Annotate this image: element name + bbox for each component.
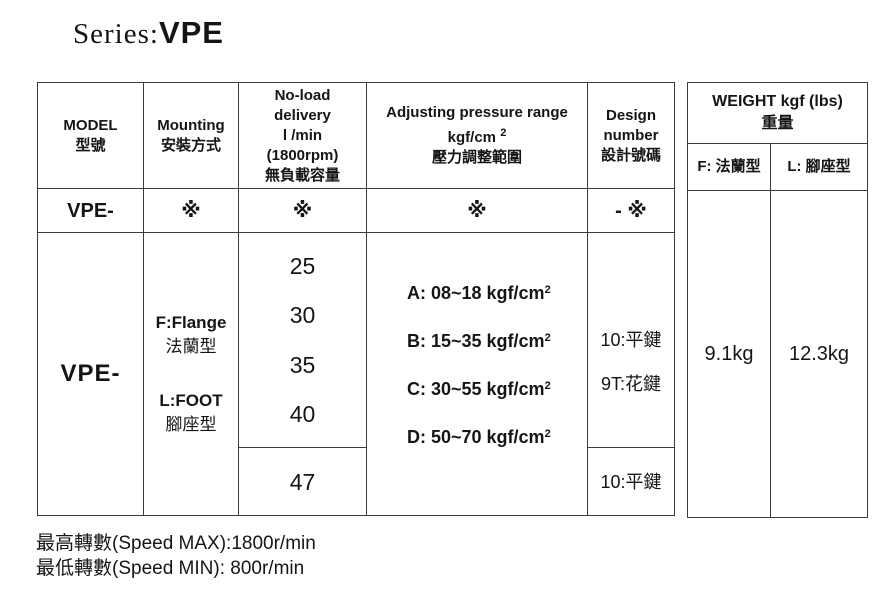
speed-max-note: 最高轉數(Speed MAX):1800r/min [36,533,316,554]
page-title: Series: VPE [73,15,224,51]
header-design-zh: 設計號碼 [600,146,661,164]
design-code: 9T:花鍵 [600,374,661,394]
header-design-line1: Design [605,106,656,124]
body-cell-design-47: 10:平鍵 [588,448,675,516]
weight-title-zh: 重量 [761,115,794,132]
body-cell-model: VPE- [38,233,144,516]
header-model-zh: 型號 [75,136,106,154]
body-cell-design-codes: 10:平鍵 9T:花鍵 [588,233,675,448]
weight-col-foot: L: 腳座型 [771,144,868,191]
series-value: VPE [158,15,224,50]
code-cell-model: VPE- [38,189,144,233]
code-cell-design reference-mark: - ※ [588,189,675,233]
header-delivery-zh: 無負載容量 [264,166,340,184]
main-spec-table: MODEL 型號 Mounting 安裝方式 No-load delivery … [37,82,675,516]
code-cell-mounting reference-mark: ※ [144,189,239,233]
weight-header: WEIGHT kgf (lbs) 重量 [688,83,868,144]
speed-notes: 最高轉數(Speed MAX):1800r/min 最低轉數(Speed MIN… [36,531,316,581]
mounting-foot-zh: 腳座型 [165,415,217,434]
body-cell-delivery-47: 47 [239,448,367,516]
body-cell-pressure-ranges: A: 08~18 kgf/cm2 B: 15~35 kgf/cm2 C: 30~… [367,233,588,516]
delivery-value: 25 [289,252,316,279]
header-delivery-line3: l /min [282,126,323,144]
mounting-foot-en: L:FOOT [159,391,223,410]
header-cell-model: MODEL 型號 [38,83,144,189]
header-cell-delivery: No-load delivery l /min (1800rpm) 無負載容量 [239,83,367,189]
design-code: 10:平鍵 [600,330,662,350]
pressure-superscript: 2 [544,283,551,296]
header-delivery-line2: delivery [274,106,331,124]
header-cell-design: Design number 設計號碼 [588,83,675,189]
body-cell-mounting: F:Flange 法蘭型 L:FOOT 腳座型 [144,233,239,516]
header-mounting-en: Mounting [157,116,225,134]
code-cell-pressure reference-mark: ※ [367,189,588,233]
delivery-value: 40 [289,401,316,428]
speed-min-note: 最低轉數(Speed MIN): 800r/min [36,558,305,579]
pressure-range: A: 08~18 kgf/cm2 [407,282,551,303]
pressure-range: C: 30~55 kgf/cm2 [407,378,551,399]
pressure-superscript: 2 [544,331,551,344]
body-cell-delivery-values: 25 30 35 40 [239,233,367,448]
pressure-range: B: 15~35 kgf/cm2 [407,330,551,351]
header-cell-mounting: Mounting 安裝方式 [144,83,239,189]
mounting-flange-en: F:Flange [155,313,227,332]
weight-col-flange: F: 法蘭型 [688,144,771,191]
weight-value-foot: 12.3kg [771,191,868,518]
header-pressure-zh: 壓力調整範圍 [431,149,522,166]
header-pressure-line1: Adjusting pressure range [386,104,568,121]
header-pressure-superscript: 2 [500,127,507,139]
weight-table: WEIGHT kgf (lbs) 重量 F: 法蘭型 L: 腳座型 9.1kg … [687,82,868,518]
header-design-line2: number [603,126,659,144]
pressure-range: D: 50~70 kgf/cm2 [407,426,551,447]
mounting-flange-zh: 法蘭型 [165,337,217,356]
header-mounting-zh: 安裝方式 [160,136,221,154]
header-delivery-line4: (1800rpm) [266,146,339,164]
weight-value-flange: 9.1kg [688,191,771,518]
header-model-en: MODEL [63,116,118,134]
header-delivery-line1: No-load [274,86,331,104]
code-cell-delivery reference-mark: ※ [239,189,367,233]
weight-title-en: WEIGHT kgf (lbs) [712,93,843,110]
header-pressure-unit: kgf/cm 2 [447,127,507,146]
pressure-superscript: 2 [544,427,551,440]
delivery-value: 35 [289,351,316,378]
header-cell-pressure: Adjusting pressure range kgf/cm 2 壓力調整範圍 [367,83,588,189]
pressure-superscript: 2 [544,379,551,392]
series-label: Series: [73,18,159,50]
delivery-value: 30 [289,302,316,329]
